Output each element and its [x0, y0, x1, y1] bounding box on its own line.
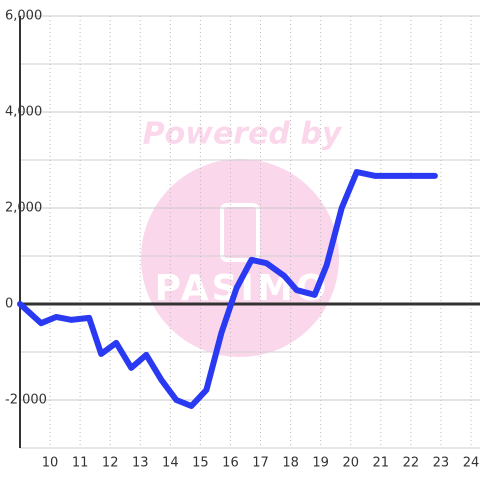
x-tick-label: 19 — [312, 456, 329, 471]
x-tick-label: 11 — [72, 456, 89, 471]
y-tick-label: -2,000 — [5, 393, 47, 408]
x-tick-label: 17 — [252, 456, 269, 471]
x-tick-label: 15 — [192, 456, 209, 471]
x-tick-label: 20 — [342, 456, 359, 471]
x-tick-label: 13 — [132, 456, 149, 471]
x-tick-label: 14 — [162, 456, 179, 471]
x-tick-label: 24 — [463, 456, 480, 471]
watermark-icon — [220, 203, 260, 262]
x-tick-label: 12 — [102, 456, 119, 471]
x-tick-label: 16 — [222, 456, 239, 471]
x-tick-label: 18 — [282, 456, 299, 471]
watermark-text: Powered by — [143, 117, 343, 152]
y-tick-label: 6,000 — [5, 9, 42, 24]
x-tick-label: 22 — [403, 456, 420, 471]
x-tick-label: 21 — [373, 456, 390, 471]
y-tick-label: 0 — [5, 297, 13, 312]
x-tick-label: 23 — [433, 456, 450, 471]
watermark: Powered by PASIMO — [141, 117, 343, 357]
data-line — [17, 169, 438, 409]
x-tick-label: 10 — [42, 456, 59, 471]
y-tick-label: 2,000 — [5, 201, 42, 216]
y-tick-label: 4,000 — [5, 105, 42, 120]
grid — [20, 15, 480, 449]
